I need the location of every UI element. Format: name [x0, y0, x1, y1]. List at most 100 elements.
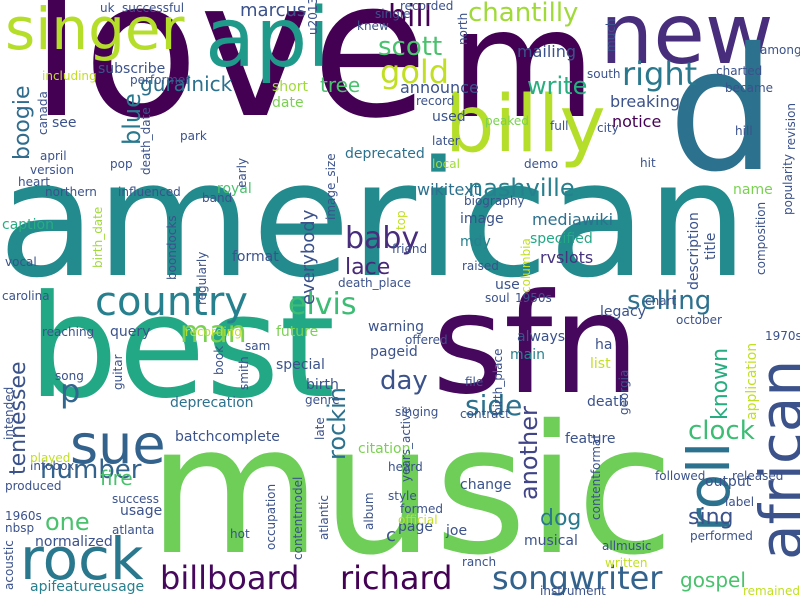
- word-performed: performed: [690, 529, 753, 543]
- word-northern: northern: [45, 185, 97, 199]
- word-infobox: infobox: [30, 459, 75, 473]
- word-legacy: legacy: [600, 304, 646, 320]
- word-format: format: [232, 249, 279, 265]
- word-later: later: [432, 134, 460, 148]
- word-one: one: [45, 508, 90, 536]
- word-specified: specified: [530, 231, 593, 247]
- word-marcus: marcus: [240, 0, 307, 21]
- word-batchcomplete: batchcomplete: [175, 429, 280, 445]
- word-georgia: georgia: [617, 369, 631, 415]
- word-april: april: [40, 149, 67, 163]
- word-allmusic: allmusic: [602, 539, 652, 553]
- word-ranch: ranch: [462, 555, 497, 569]
- word-description: description: [686, 212, 702, 290]
- word-baby: baby: [345, 221, 420, 256]
- word-rock: rock: [20, 525, 144, 593]
- word-including: including: [42, 69, 97, 83]
- word-elvis: elvis: [288, 287, 357, 322]
- word-regularly: regularly: [195, 251, 209, 305]
- word-late: late: [313, 417, 327, 440]
- word-soul: soul: [485, 291, 510, 305]
- word-written: written: [605, 556, 648, 570]
- word-deprecated: deprecated: [345, 146, 425, 162]
- word-output: output: [705, 474, 752, 490]
- word-side: side: [465, 389, 523, 422]
- word-reaching: reaching: [42, 325, 95, 339]
- word-subscribe: subscribe: [98, 61, 166, 77]
- word-right: right: [622, 55, 698, 93]
- word-always: always: [517, 329, 566, 345]
- word-formed: formed: [400, 502, 443, 516]
- word-page: page: [398, 519, 433, 535]
- word-uk: uk: [100, 1, 115, 15]
- word-charted: charted: [716, 64, 763, 78]
- word-success: success: [112, 492, 159, 506]
- word-demo: demo: [524, 157, 559, 171]
- word-occupation: occupation: [264, 483, 278, 550]
- word-singer: singer: [5, 0, 185, 63]
- word-new: new: [600, 0, 774, 83]
- word-selling: selling: [627, 286, 712, 316]
- word-sue: sue: [70, 413, 166, 476]
- word-death_date: death_date: [139, 107, 153, 175]
- word-knew: knew: [357, 19, 389, 33]
- word-played: played: [30, 451, 71, 465]
- word-revision: revision: [784, 102, 798, 150]
- word-chart: chart: [645, 294, 677, 308]
- word-joe: joe: [446, 523, 468, 539]
- word-usage: usage: [120, 503, 163, 519]
- word-american: american: [0, 126, 748, 313]
- word-ha: ha: [595, 337, 613, 353]
- word-record: record: [416, 94, 455, 108]
- word-successful: successful: [122, 1, 185, 15]
- word-best: best: [28, 265, 336, 430]
- word-deprecation: deprecation: [170, 395, 254, 411]
- word-intended: intended: [2, 386, 16, 440]
- word-acoustic: acoustic: [2, 540, 16, 590]
- word-canada: canada: [36, 91, 50, 135]
- word-title: title: [703, 232, 719, 260]
- word-hit: hit: [640, 156, 656, 170]
- word-love: love: [30, 0, 429, 160]
- word-contentmodel: contentmodel: [291, 476, 305, 560]
- word-man: man: [180, 315, 247, 350]
- word-special: special: [276, 357, 325, 373]
- word-carolina: carolina: [2, 289, 50, 303]
- word-october: october: [676, 313, 722, 327]
- word-mediawiki: mediawiki: [532, 210, 614, 229]
- word-mailing: mailing: [517, 42, 577, 61]
- word-full: full: [550, 119, 569, 133]
- word-dog: dog: [540, 506, 582, 531]
- word-city: city: [597, 121, 619, 135]
- word-image_size: image_size: [324, 153, 338, 220]
- word-recorded: recorded: [400, 0, 454, 13]
- word-followed: followed: [655, 469, 706, 483]
- word-smith: smith: [237, 356, 251, 390]
- word-list: list: [590, 356, 611, 372]
- word-death_place: death_place: [338, 276, 411, 290]
- word-pageid: pageid: [370, 344, 418, 360]
- word-d: d: [668, 12, 776, 210]
- word-royal: royal: [217, 181, 252, 197]
- word-offered: offered: [405, 333, 448, 347]
- word-image: image: [460, 211, 504, 227]
- word-clock: clock: [688, 416, 755, 446]
- word-columbia: columbia: [519, 238, 533, 293]
- word-sam: sam: [245, 339, 271, 353]
- word-peaked: peaked: [485, 114, 529, 128]
- word-file: file: [465, 375, 484, 389]
- word-recording: recording: [185, 325, 242, 339]
- word-richard: richard: [340, 559, 453, 597]
- word-scott: scott: [378, 32, 443, 62]
- word-book: book: [212, 345, 226, 375]
- word-day: day: [380, 366, 428, 396]
- word-application: application: [744, 342, 760, 420]
- word-album: album: [362, 492, 376, 530]
- word-nashville: nashville: [468, 174, 575, 202]
- word-number: number: [40, 455, 142, 485]
- word-name: name: [733, 182, 773, 198]
- word-another: another: [515, 406, 543, 500]
- word-everybody: everybody: [298, 209, 319, 305]
- word-songwriter: songwriter: [492, 559, 663, 597]
- word-see: see: [52, 115, 77, 131]
